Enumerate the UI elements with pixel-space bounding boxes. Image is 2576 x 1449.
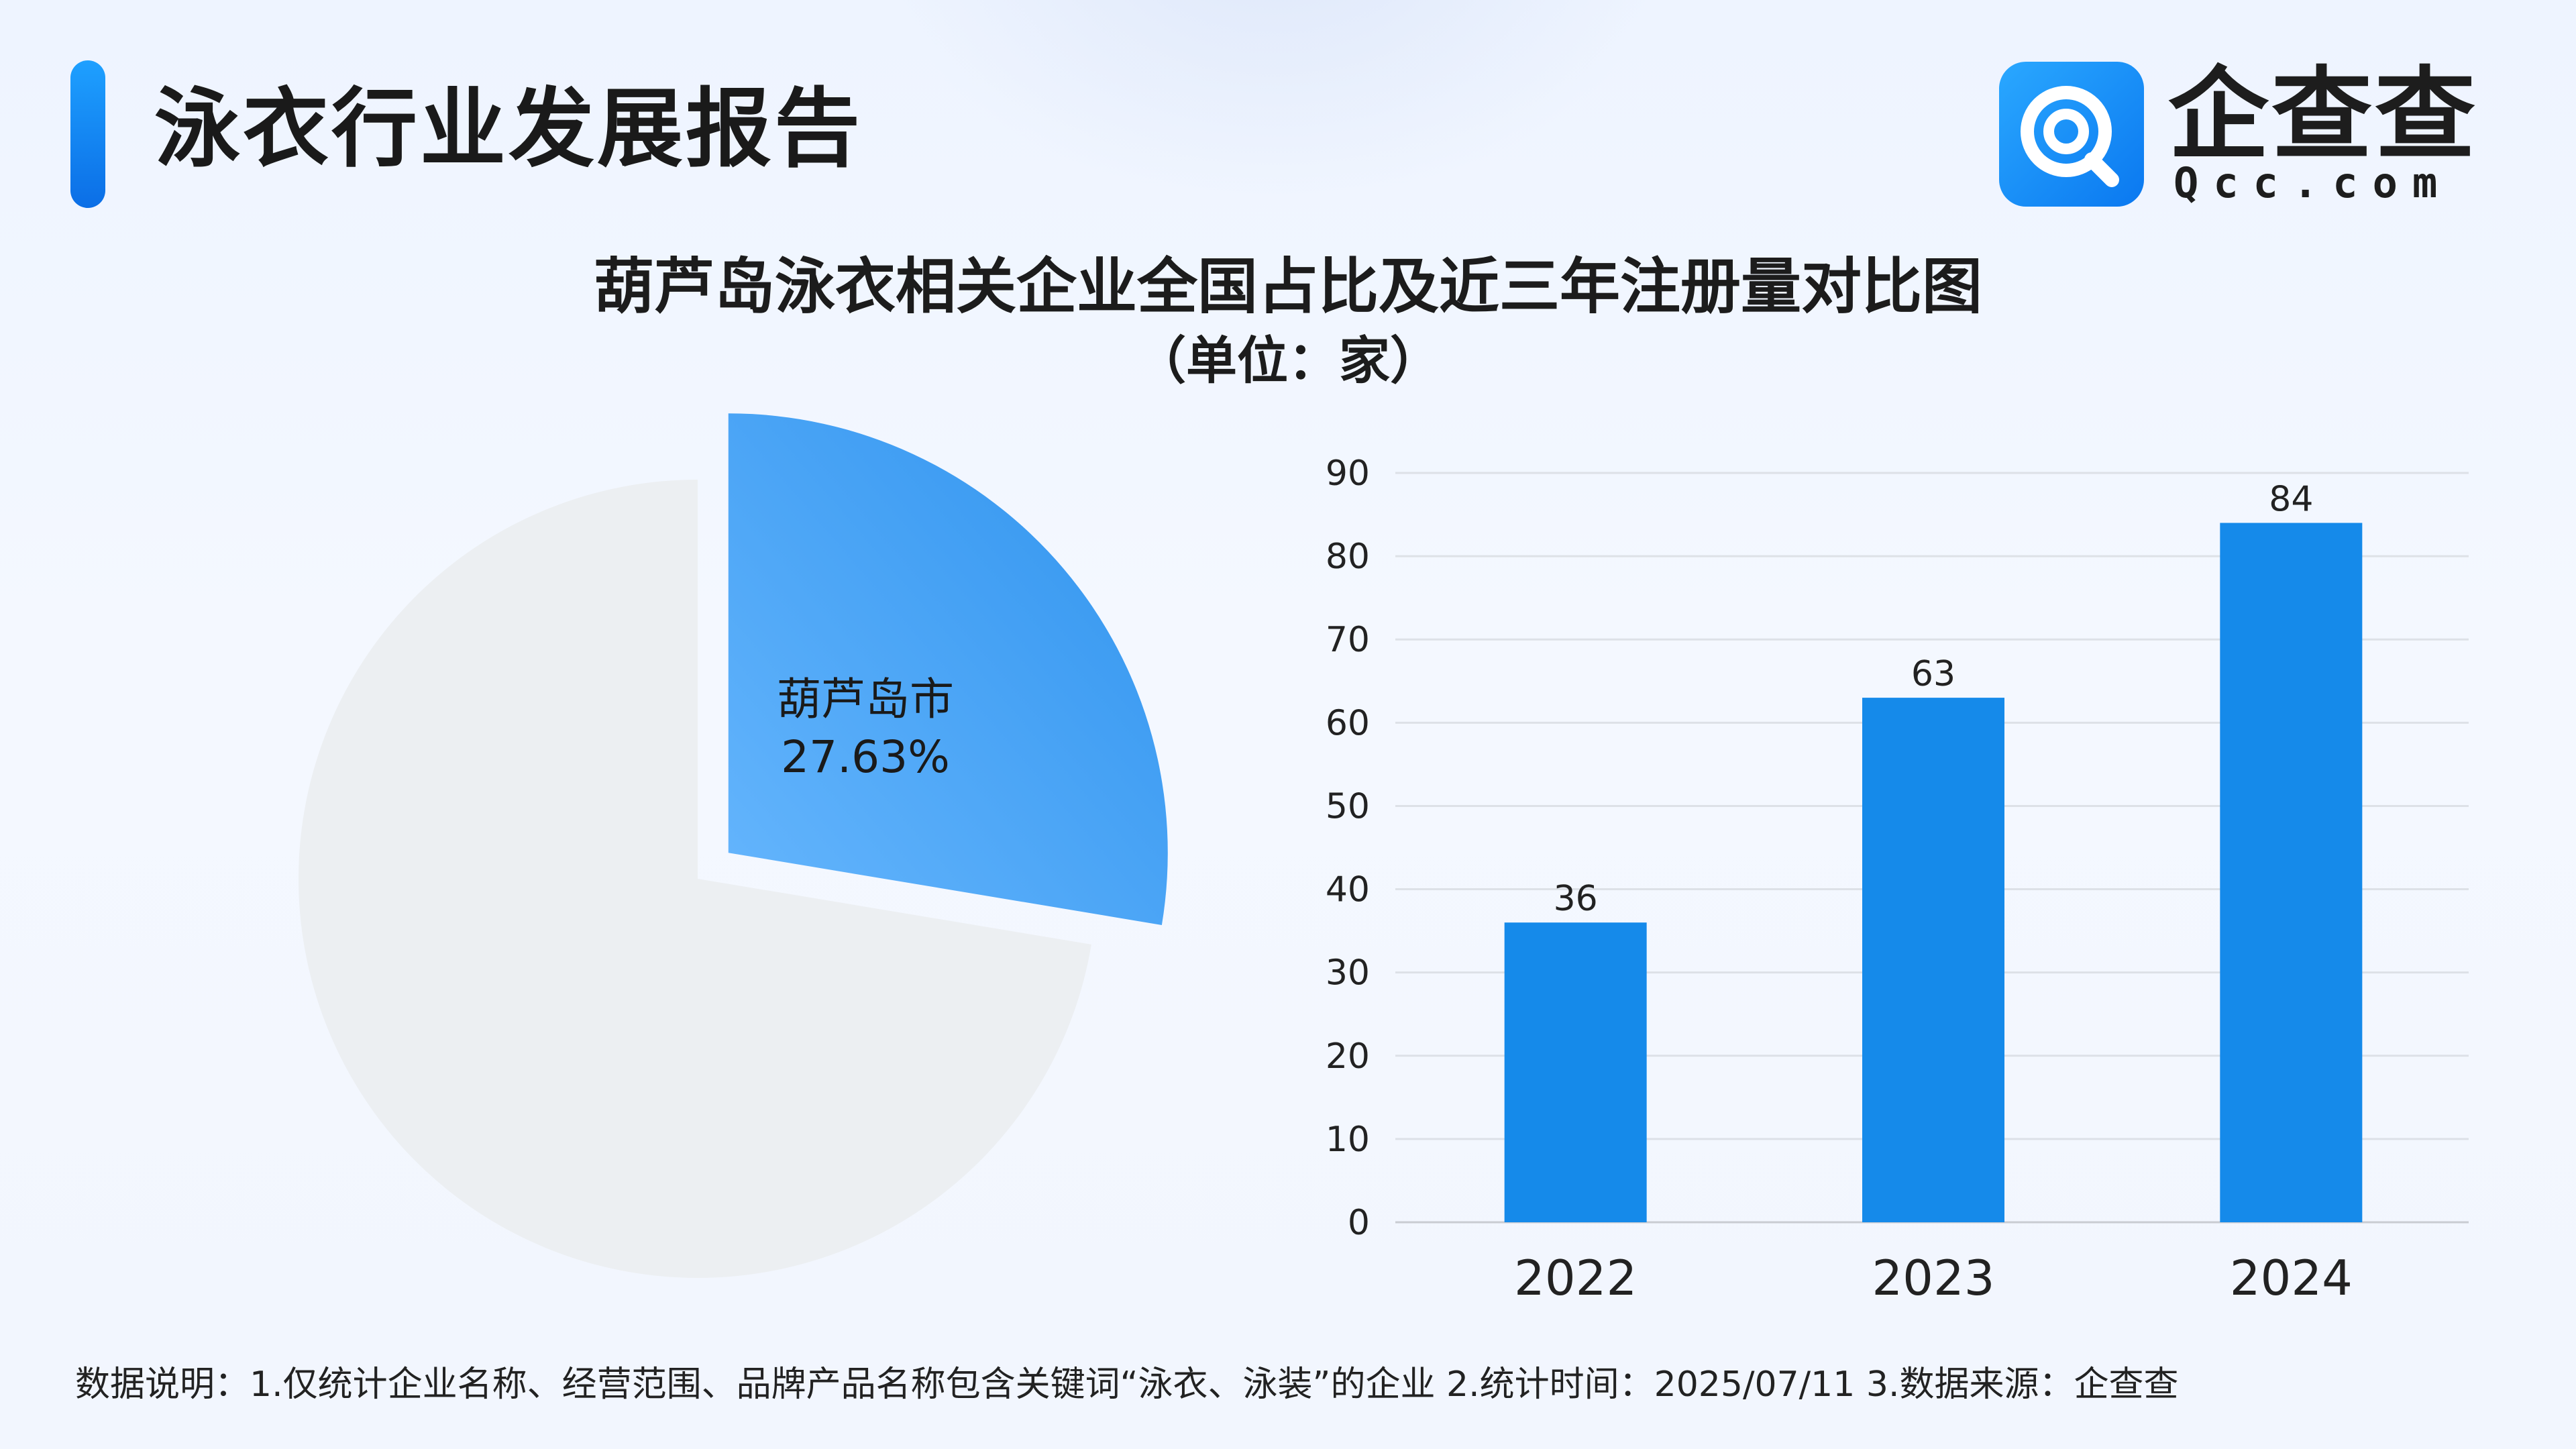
pie-chart xyxy=(298,413,1168,1278)
bar-2022 xyxy=(1504,922,1647,1222)
bar-value-label: 36 xyxy=(1554,879,1598,919)
bar-chart: 0 10 20 30 40 50 60 70 80 90 36 63 84 2022 2023 2024 xyxy=(1326,453,2469,1306)
y-tick-label: 80 xyxy=(1326,537,1370,577)
y-tick-label: 20 xyxy=(1326,1036,1370,1077)
y-tick-label: 70 xyxy=(1326,620,1370,660)
y-tick-label: 90 xyxy=(1326,453,1370,494)
bar-value-label: 63 xyxy=(1911,654,1955,694)
x-tick-label: 2022 xyxy=(1514,1250,1637,1306)
pie-slice-highlight xyxy=(728,413,1168,925)
footnote: 数据说明：1.仅统计企业名称、经营范围、品牌产品名称包含关键词“泳衣、泳装”的企… xyxy=(75,1364,2179,1405)
pie-slice-label: 葫芦岛市 xyxy=(777,674,954,725)
y-tick-label: 30 xyxy=(1326,953,1370,994)
logo-domain: Qcc.com xyxy=(2174,158,2453,207)
y-tick-label: 0 xyxy=(1348,1203,1370,1243)
logo-name: 企查查 xyxy=(2168,57,2479,174)
bar-2023 xyxy=(1862,698,2004,1222)
y-tick-label: 40 xyxy=(1326,870,1370,910)
x-tick-label: 2024 xyxy=(2230,1250,2353,1306)
qcc-magnifier-icon xyxy=(1999,62,2144,207)
page-title: 泳衣行业发展报告 xyxy=(154,79,863,179)
chart-unit: （单位：家） xyxy=(1135,331,1441,390)
bar-2024 xyxy=(2220,523,2363,1222)
title-accent-bar xyxy=(70,60,105,208)
y-tick-label: 10 xyxy=(1326,1120,1370,1160)
pie-slice-percent: 27.63% xyxy=(781,731,950,783)
bar-value-label: 84 xyxy=(2269,479,2313,519)
background-glow xyxy=(872,0,1677,201)
x-tick-label: 2023 xyxy=(1872,1250,1994,1306)
chart-title: 葫芦岛泳衣相关企业全国占比及近三年注册量对比图 xyxy=(594,252,1982,322)
pie-slice-rest xyxy=(298,480,1091,1278)
y-tick-label: 50 xyxy=(1326,786,1370,826)
y-tick-label: 60 xyxy=(1326,703,1370,743)
